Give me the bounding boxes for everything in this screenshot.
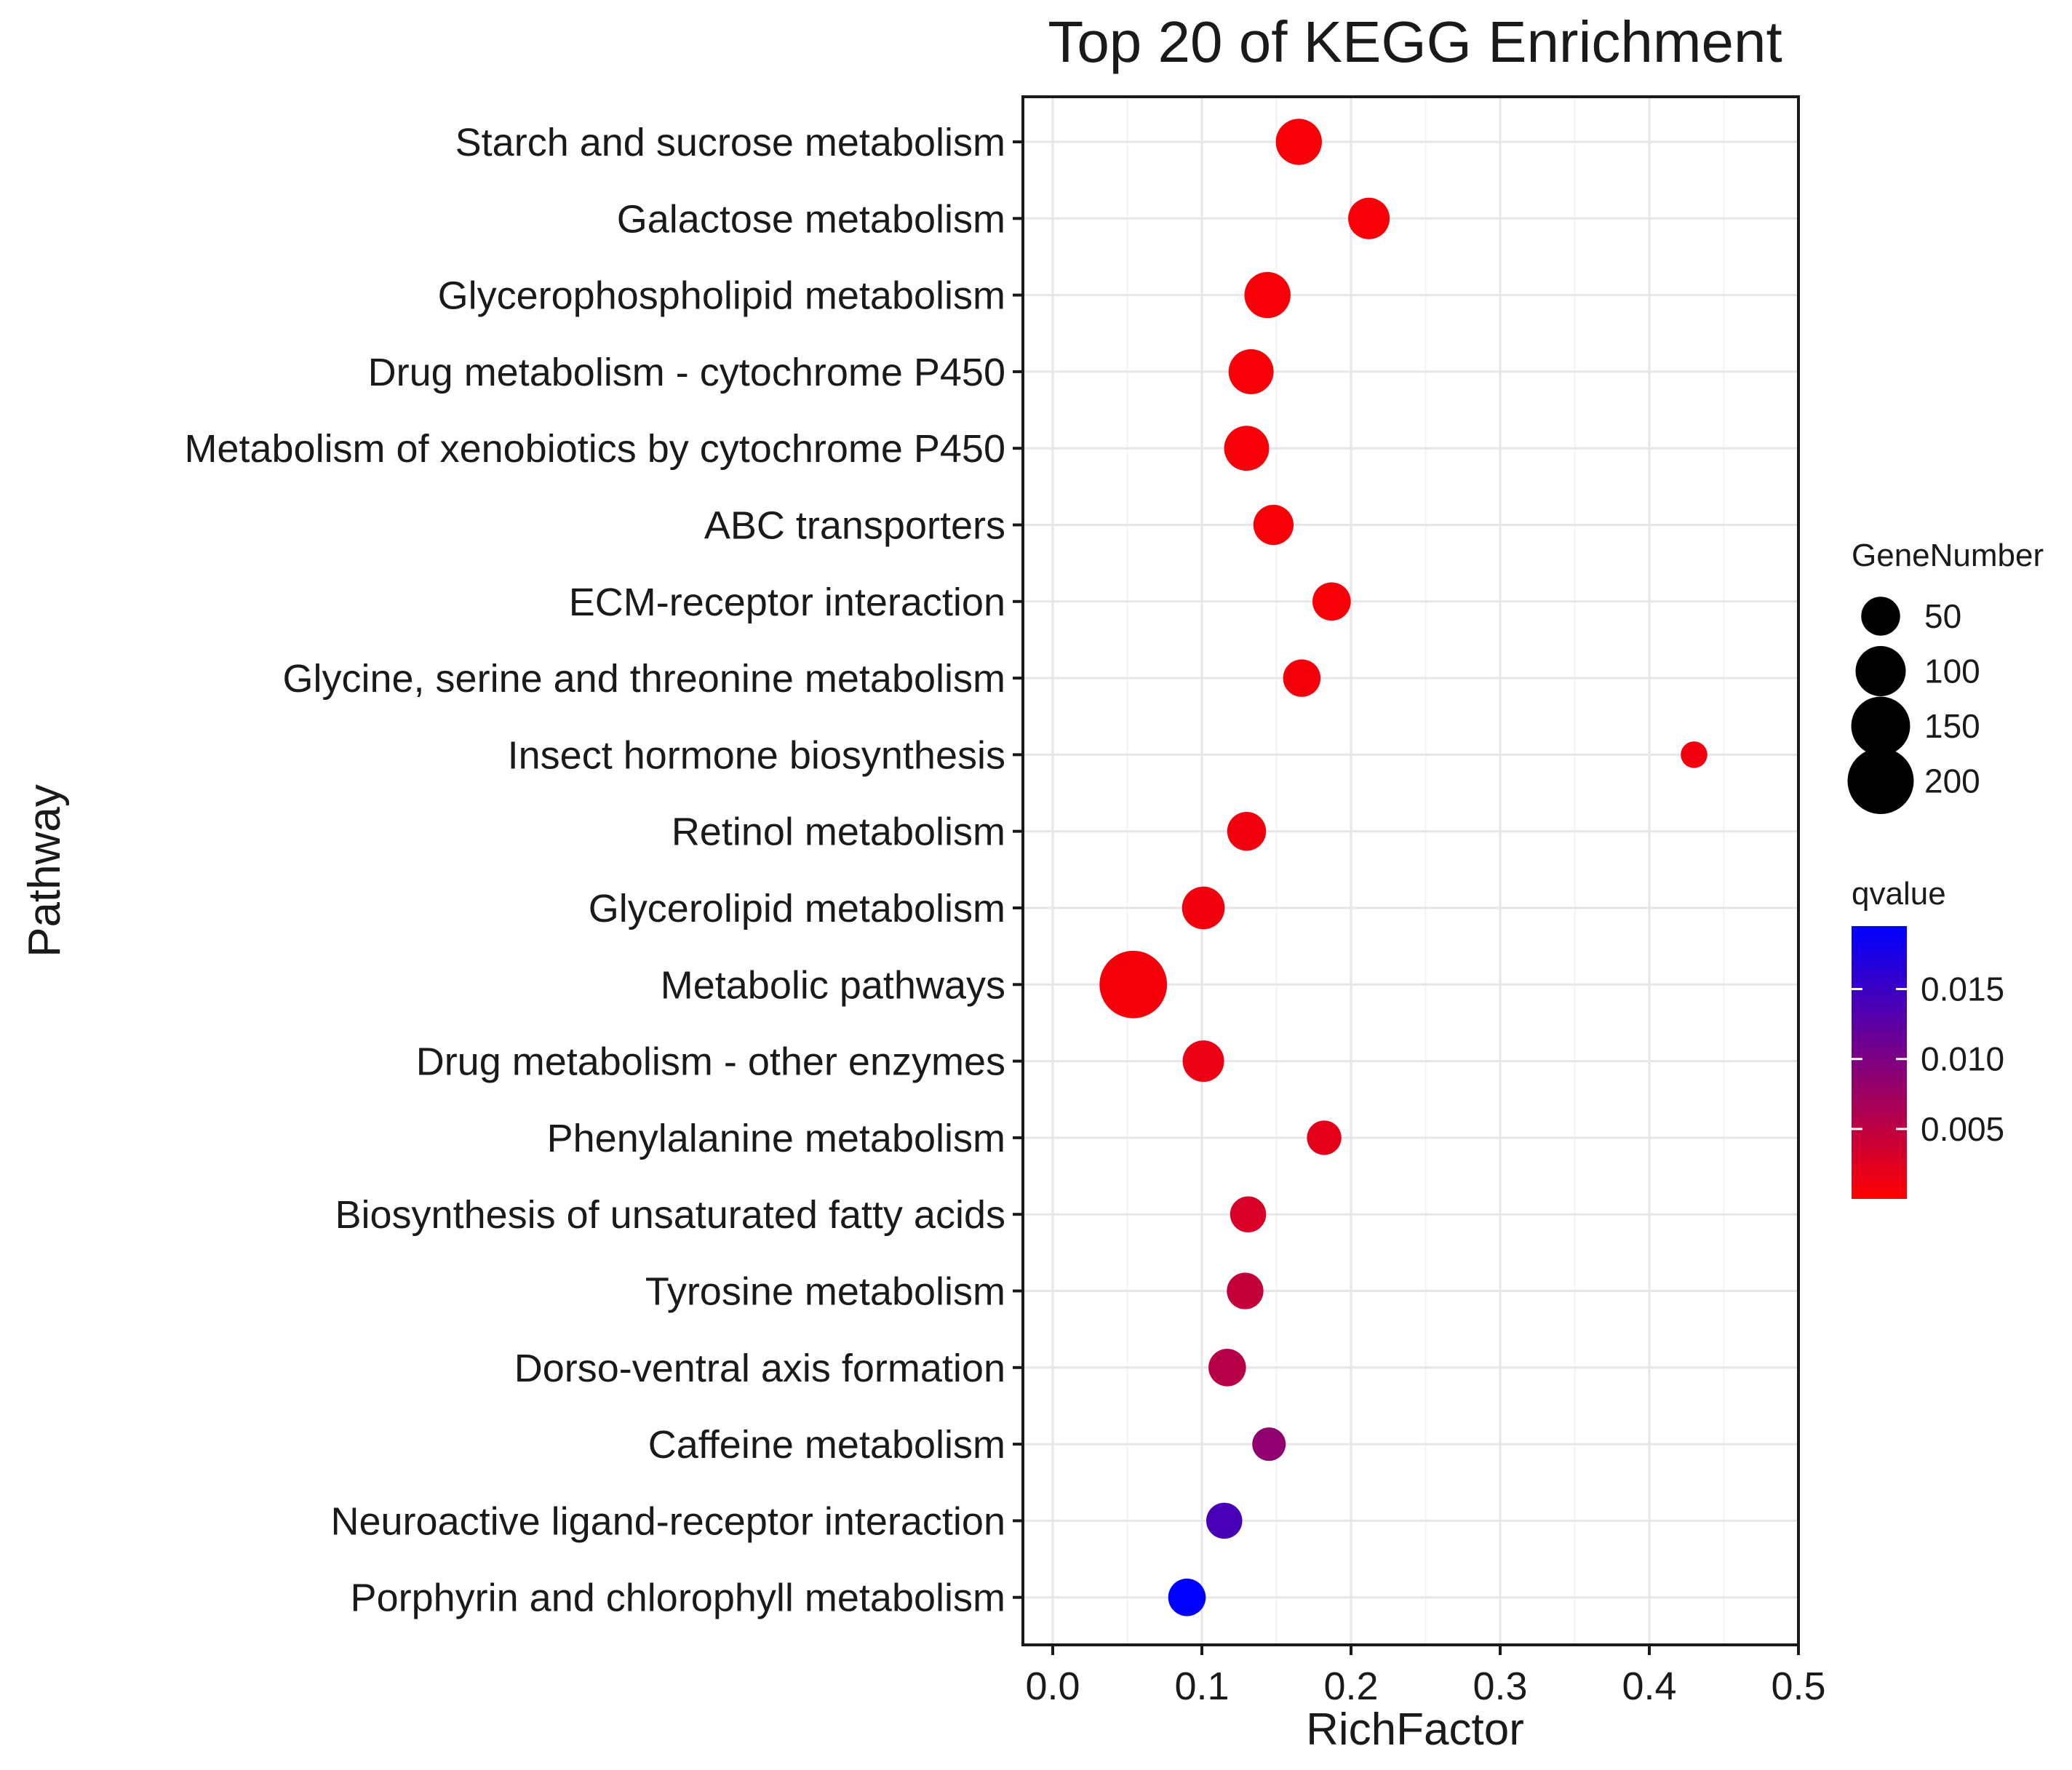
data-point: [1228, 348, 1274, 394]
y-tick-label: Caffeine metabolism: [648, 1423, 1005, 1467]
plot-panel: [1021, 95, 1800, 1646]
y-tick-label: Tyrosine metabolism: [645, 1270, 1005, 1314]
data-point: [1312, 582, 1351, 621]
y-tick-label: Phenylalanine metabolism: [547, 1117, 1005, 1160]
y-tick-label: Neuroactive ligand-receptor interaction: [331, 1499, 1006, 1543]
x-axis-title: RichFactor: [1306, 1705, 1524, 1755]
size-legend-label: 100: [1924, 653, 1980, 690]
data-point: [1244, 271, 1291, 319]
data-point: [1253, 504, 1294, 546]
data-point: [1252, 1427, 1286, 1462]
y-tick-label: Glycerolipid metabolism: [589, 887, 1005, 930]
y-tick-label: Drug metabolism - other enzymes: [416, 1040, 1005, 1084]
y-axis-title: Pathway: [20, 784, 70, 957]
qvalue-colorbar: [1852, 926, 1907, 1199]
y-tick-label: Dorso-ventral axis formation: [514, 1347, 1005, 1390]
data-point: [1230, 1196, 1267, 1232]
y-tick-label: Drug metabolism - cytochrome P450: [368, 351, 1005, 394]
x-tick-label: 0.1: [1174, 1665, 1229, 1708]
x-tick-label: 0.5: [1771, 1665, 1825, 1708]
plot-panel-frame: [1021, 95, 1800, 1646]
y-tick-label: Metabolic pathways: [661, 963, 1005, 1007]
size-legend-dot: [1851, 696, 1910, 756]
size-legend-items: 50 100 150 200: [1847, 597, 1980, 814]
y-axis-ticks: Starch and sucrose metabolism Galactose m…: [184, 121, 1023, 1620]
y-tick-label: Glycerophospholipid metabolism: [438, 274, 1005, 318]
color-legend-ticks: 0.005 0.010 0.015: [1852, 970, 2004, 1148]
y-tick-label: Galactose metabolism: [617, 197, 1005, 241]
data-point: [1275, 119, 1322, 165]
y-tick-label: Insect hormone biosynthesis: [508, 733, 1005, 777]
size-legend: GeneNumber 50 100 150 200: [1847, 538, 2044, 814]
color-legend-title: qvalue: [1852, 876, 1946, 912]
y-tick-label: Porphyrin and chlorophyll metabolism: [351, 1576, 1005, 1620]
color-legend-label: 0.015: [1921, 970, 2004, 1008]
data-point: [1227, 1272, 1264, 1309]
size-legend-dot: [1855, 646, 1906, 696]
y-tick-label: ECM-receptor interaction: [569, 581, 1005, 624]
size-legend-title: GeneNumber: [1852, 538, 2044, 573]
data-point: [1224, 426, 1270, 471]
y-tick-label: Starch and sucrose metabolism: [455, 121, 1005, 164]
x-tick-label: 0.3: [1473, 1665, 1527, 1708]
size-legend-dot: [1847, 748, 1914, 814]
y-tick-label: Retinol metabolism: [672, 810, 1005, 854]
data-point: [1208, 1349, 1246, 1387]
x-tick-label: 0.0: [1025, 1665, 1080, 1708]
x-tick-label: 0.2: [1323, 1665, 1378, 1708]
y-tick-label: Biosynthesis of unsaturated fatty acids: [335, 1193, 1005, 1237]
chart-title: Top 20 of KEGG Enrichment: [1048, 9, 1782, 74]
data-point: [1206, 1502, 1243, 1539]
size-legend-label: 50: [1924, 597, 1961, 635]
data-point: [1307, 1120, 1342, 1155]
data-point: [1227, 811, 1267, 851]
size-legend-label: 150: [1924, 707, 1980, 745]
data-point: [1681, 741, 1708, 768]
y-tick-label: Glycine, serine and threonine metabolism: [282, 657, 1005, 701]
data-point: [1182, 886, 1225, 930]
data-point: [1168, 1578, 1206, 1616]
size-legend-dot: [1861, 597, 1900, 636]
x-axis-ticks: 0.0 0.1 0.2 0.3 0.4 0.5: [1025, 1645, 1826, 1708]
data-points: [1099, 119, 1708, 1616]
plot-panel-border: [1021, 95, 1800, 1646]
color-legend-label: 0.010: [1921, 1040, 2004, 1078]
x-tick-label: 0.4: [1622, 1665, 1676, 1708]
color-legend-label: 0.005: [1921, 1110, 2004, 1148]
y-tick-label: Metabolism of xenobiotics by cytochrome …: [184, 427, 1005, 471]
y-tick-label: ABC transporters: [704, 504, 1005, 548]
size-legend-label: 200: [1924, 762, 1980, 800]
data-point: [1348, 197, 1390, 239]
data-point: [1099, 950, 1168, 1018]
data-point: [1283, 659, 1321, 697]
data-point: [1182, 1040, 1224, 1083]
color-legend: qvalue 0.005 0.010 0.015: [1852, 876, 2004, 1199]
